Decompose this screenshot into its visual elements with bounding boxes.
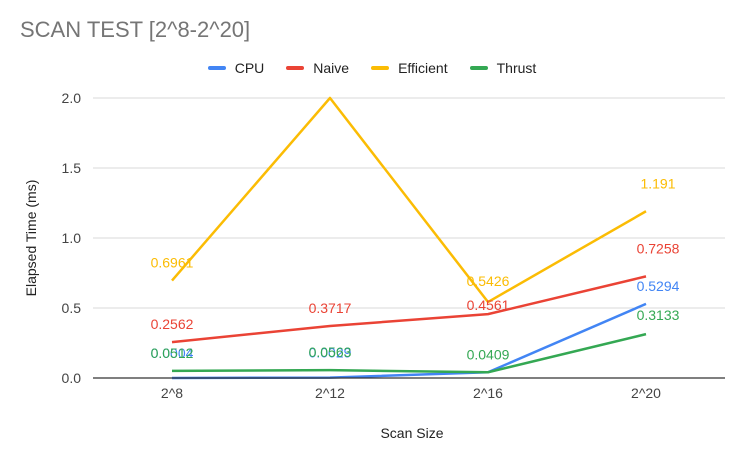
legend-label-cpu: CPU bbox=[234, 60, 265, 76]
data-label-thrust: 0.0563 bbox=[309, 344, 352, 360]
chart-title: SCAN TEST [2^8-2^20] bbox=[20, 17, 251, 42]
legend-label-naive: Naive bbox=[313, 60, 350, 76]
legend-swatch-cpu bbox=[207, 66, 226, 70]
data-label-efficient: 0.5426 bbox=[467, 273, 510, 289]
y-tick-label: 0.0 bbox=[62, 370, 82, 386]
legend-label-efficient: Efficient bbox=[398, 60, 448, 76]
legend-swatch-naive bbox=[286, 66, 305, 70]
legend: CPU Naive Efficient Thrust bbox=[0, 60, 744, 76]
legend-swatch-efficient bbox=[371, 66, 390, 70]
y-axis-title: Elapsed Time (ms) bbox=[23, 180, 39, 297]
data-label-thrust: 0.0409 bbox=[467, 346, 510, 362]
legend-item-naive[interactable]: Naive bbox=[286, 60, 349, 76]
series-line-naive bbox=[171, 275, 647, 344]
x-tick-label: 2^8 bbox=[161, 385, 183, 401]
data-label-cpu: 0.5294 bbox=[637, 278, 680, 294]
series-line-efficient bbox=[171, 96, 647, 304]
data-label-efficient: 0.6961 bbox=[151, 255, 194, 271]
data-label-naive: 0.2562 bbox=[151, 316, 194, 332]
data-label-cpu: 0.0029 bbox=[309, 345, 352, 361]
y-tick-label: 2.0 bbox=[62, 90, 82, 106]
x-tick-label: 2^12 bbox=[315, 385, 345, 401]
data-label-cpu: 0.0004 bbox=[151, 345, 194, 361]
legend-swatch-thrust bbox=[469, 66, 488, 70]
y-tick-label: 0.5 bbox=[62, 300, 82, 316]
legend-label-thrust: Thrust bbox=[496, 60, 537, 76]
data-label-thrust: 0.3133 bbox=[637, 307, 680, 323]
data-label-naive: 0.3717 bbox=[309, 300, 352, 316]
x-axis-title: Scan Size bbox=[380, 425, 443, 441]
legend-item-cpu[interactable]: CPU bbox=[207, 60, 265, 76]
x-tick-label: 2^16 bbox=[473, 385, 503, 401]
x-tick-label: 2^20 bbox=[631, 385, 661, 401]
data-label-naive: 0.7258 bbox=[637, 240, 680, 256]
y-tick-label: 1.5 bbox=[62, 160, 82, 176]
data-label-naive: 0.4561 bbox=[467, 297, 510, 313]
series-line-thrust bbox=[171, 332, 647, 374]
y-tick-label: 1.0 bbox=[62, 230, 82, 246]
data-label-thrust: 0.0512 bbox=[151, 345, 194, 361]
legend-item-efficient[interactable]: Efficient bbox=[371, 60, 448, 76]
data-label-efficient: 1.191 bbox=[640, 175, 675, 191]
series-line-cpu bbox=[171, 302, 647, 380]
legend-item-thrust[interactable]: Thrust bbox=[469, 60, 537, 76]
